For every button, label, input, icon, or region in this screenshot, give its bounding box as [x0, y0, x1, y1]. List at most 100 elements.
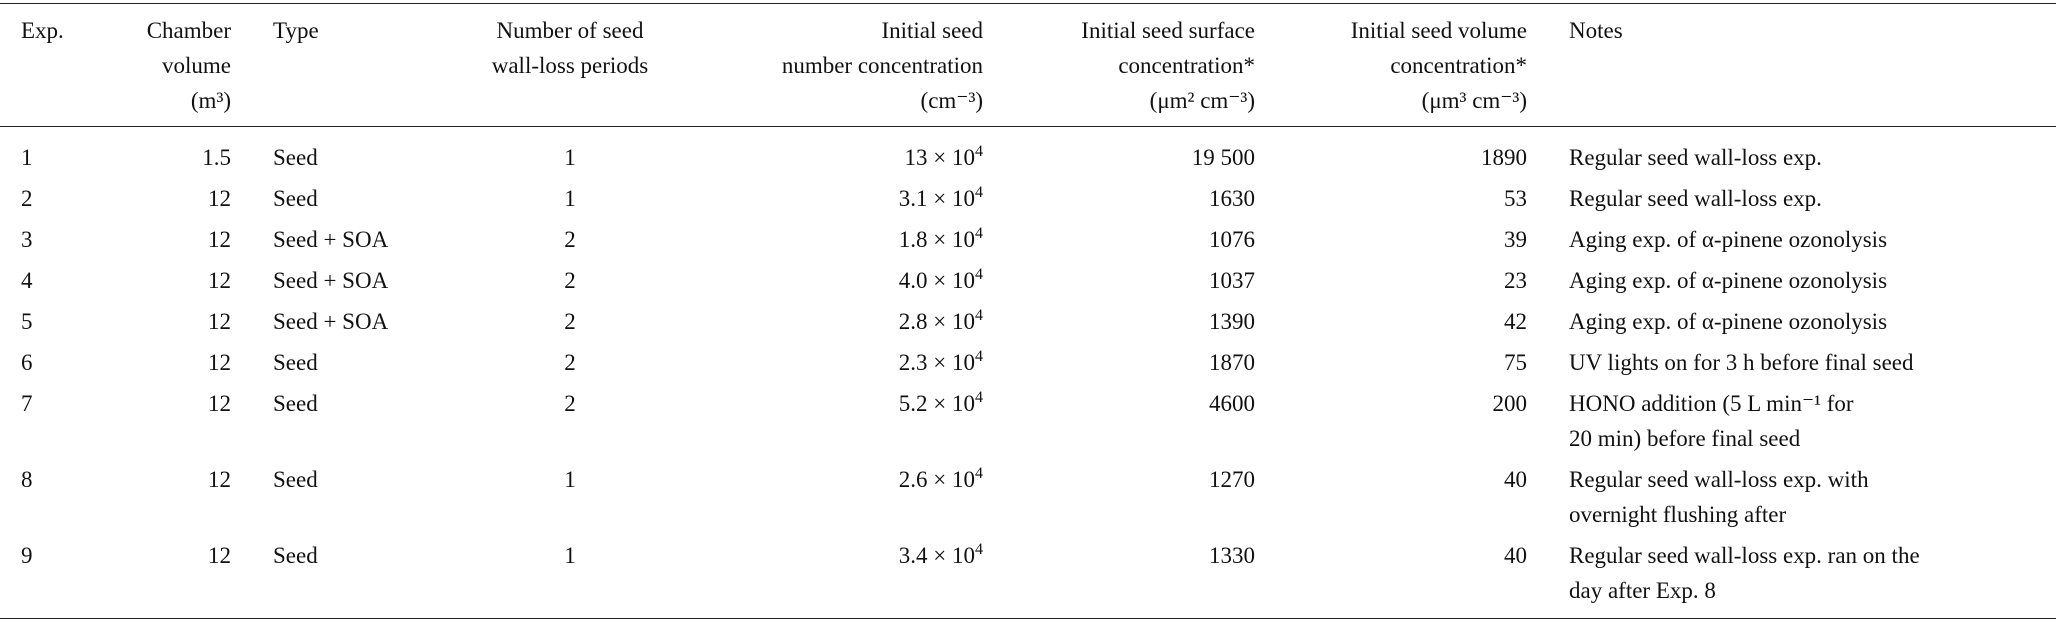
table-row: 1 1.5 Seed 1 13 × 104 19 500 1890 Regular seed … [0, 127, 2056, 179]
notes-cell: Regular seed wall-loss exp. ran on the da… [1534, 535, 2056, 619]
header-line: Number of seed [496, 18, 644, 43]
number-concentration-cell: 5.2 × 104 [700, 383, 990, 459]
header-line: volume [162, 53, 231, 78]
number-mantissa: 2.3 × 10 [898, 350, 975, 375]
header-line: wall-loss periods [491, 53, 649, 78]
chamber-volume-cell: 12 [208, 227, 231, 252]
surface-concentration-cell: 1630 [1209, 186, 1255, 211]
notes-cell: Aging exp. of α-pinene ozonolysis [1534, 301, 2056, 342]
periods-cell: 2 [564, 391, 576, 416]
exp-cell: 6 [21, 350, 33, 375]
header-number-concentration: Initial seed number concentration (cm⁻³) [700, 3, 990, 127]
number-concentration-cell: 1.8 × 104 [700, 219, 990, 260]
notes-line: 20 min) before final seed [1569, 426, 1801, 451]
notes-cell: Regular seed wall-loss exp. [1534, 178, 2056, 219]
notes-cell: Regular seed wall-loss exp. with overnigh… [1534, 459, 2056, 535]
chamber-volume-cell: 12 [208, 391, 231, 416]
experiments-table: Exp. Chamber volume (m³) Type Number of seed w… [0, 3, 2056, 619]
chamber-volume-cell: 12 [208, 467, 231, 492]
notes-line: UV lights on for 3 h before final seed [1569, 350, 1914, 375]
notes-cell: Aging exp. of α-pinene ozonolysis [1534, 219, 2056, 260]
chamber-volume-cell: 12 [208, 543, 231, 568]
number-exponent: 4 [975, 143, 983, 160]
notes-line: day after Exp. 8 [1569, 578, 1716, 603]
volume-concentration-cell: 39 [1504, 227, 1527, 252]
notes-line: overnight flushing after [1569, 502, 1787, 527]
periods-cell: 2 [564, 350, 576, 375]
type-cell: Seed [273, 186, 318, 211]
number-mantissa: 5.2 × 10 [898, 391, 975, 416]
exp-cell: 7 [21, 391, 33, 416]
number-mantissa: 4.0 × 10 [898, 268, 975, 293]
surface-concentration-cell: 1330 [1209, 543, 1255, 568]
header-line: number concentration [781, 53, 983, 78]
notes-line: Aging exp. of α-pinene ozonolysis [1569, 309, 1888, 334]
header-line: (m³) [190, 88, 231, 113]
periods-cell: 1 [564, 186, 576, 211]
surface-concentration-cell: 4600 [1209, 391, 1255, 416]
exp-cell: 9 [21, 543, 33, 568]
table-body: 1 1.5 Seed 1 13 × 104 19 500 1890 Regular seed … [0, 127, 2056, 619]
number-exponent: 4 [975, 541, 983, 558]
notes-cell: Regular seed wall-loss exp. [1534, 127, 2056, 179]
notes-cell: UV lights on for 3 h before final seed [1534, 342, 2056, 383]
table-row: 9 12 Seed 1 3.4 × 104 1330 40 Regular seed wall… [0, 535, 2056, 619]
number-exponent: 4 [975, 348, 983, 365]
exp-cell: 4 [21, 268, 33, 293]
number-mantissa: 3.4 × 10 [898, 543, 975, 568]
header-line: (μm³ cm⁻³) [1421, 88, 1527, 113]
number-mantissa: 13 × 10 [904, 145, 975, 170]
number-mantissa: 2.8 × 10 [898, 309, 975, 334]
number-concentration-cell: 13 × 104 [700, 127, 990, 179]
type-cell: Seed + SOA [273, 268, 389, 293]
volume-concentration-cell: 40 [1504, 467, 1527, 492]
number-exponent: 4 [975, 465, 983, 482]
header-line: concentration* [1118, 53, 1255, 78]
table-row: 7 12 Seed 2 5.2 × 104 4600 200 HONO addition (5… [0, 383, 2056, 459]
header-type: Type [240, 3, 440, 127]
volume-concentration-cell: 53 [1504, 186, 1527, 211]
number-exponent: 4 [975, 225, 983, 242]
number-concentration-cell: 2.3 × 104 [700, 342, 990, 383]
periods-cell: 2 [564, 309, 576, 334]
chamber-volume-cell: 12 [208, 268, 231, 293]
number-concentration-cell: 2.6 × 104 [700, 459, 990, 535]
notes-line: Aging exp. of α-pinene ozonolysis [1569, 268, 1888, 293]
chamber-volume-cell: 12 [208, 186, 231, 211]
periods-cell: 1 [564, 543, 576, 568]
type-cell: Seed + SOA [273, 227, 389, 252]
type-cell: Seed + SOA [273, 309, 389, 334]
header-line: Initial seed surface [1081, 18, 1255, 43]
chamber-volume-cell: 12 [208, 350, 231, 375]
volume-concentration-cell: 42 [1504, 309, 1527, 334]
periods-cell: 2 [564, 227, 576, 252]
header-line: (cm⁻³) [920, 88, 983, 113]
volume-concentration-cell: 23 [1504, 268, 1527, 293]
number-mantissa: 1.8 × 10 [898, 227, 975, 252]
notes-line: Aging exp. of α-pinene ozonolysis [1569, 227, 1888, 252]
surface-concentration-cell: 1076 [1209, 227, 1255, 252]
header-notes: Notes [1534, 3, 2056, 127]
header-surface-concentration: Initial seed surface concentration* (μm² c… [990, 3, 1262, 127]
exp-cell: 2 [21, 186, 33, 211]
surface-concentration-cell: 1270 [1209, 467, 1255, 492]
number-exponent: 4 [975, 389, 983, 406]
number-exponent: 4 [975, 266, 983, 283]
chamber-volume-cell: 12 [208, 309, 231, 334]
table-row: 5 12 Seed + SOA 2 2.8 × 104 1390 42 Aging exp. … [0, 301, 2056, 342]
type-cell: Seed [273, 350, 318, 375]
notes-line: Regular seed wall-loss exp. [1569, 186, 1822, 211]
number-concentration-cell: 2.8 × 104 [700, 301, 990, 342]
number-concentration-cell: 4.0 × 104 [700, 260, 990, 301]
number-mantissa: 2.6 × 10 [898, 467, 975, 492]
exp-cell: 8 [21, 467, 33, 492]
notes-cell: Aging exp. of α-pinene ozonolysis [1534, 260, 2056, 301]
notes-line: Regular seed wall-loss exp. with [1569, 467, 1869, 492]
volume-concentration-cell: 200 [1492, 391, 1528, 416]
header-line: Initial seed volume [1350, 18, 1527, 43]
header-line: Exp. [21, 18, 64, 43]
table-row: 3 12 Seed + SOA 2 1.8 × 104 1076 39 Aging exp. … [0, 219, 2056, 260]
notes-line: Regular seed wall-loss exp. ran on the [1569, 543, 1920, 568]
surface-concentration-cell: 1037 [1209, 268, 1255, 293]
header-line: concentration* [1390, 53, 1527, 78]
